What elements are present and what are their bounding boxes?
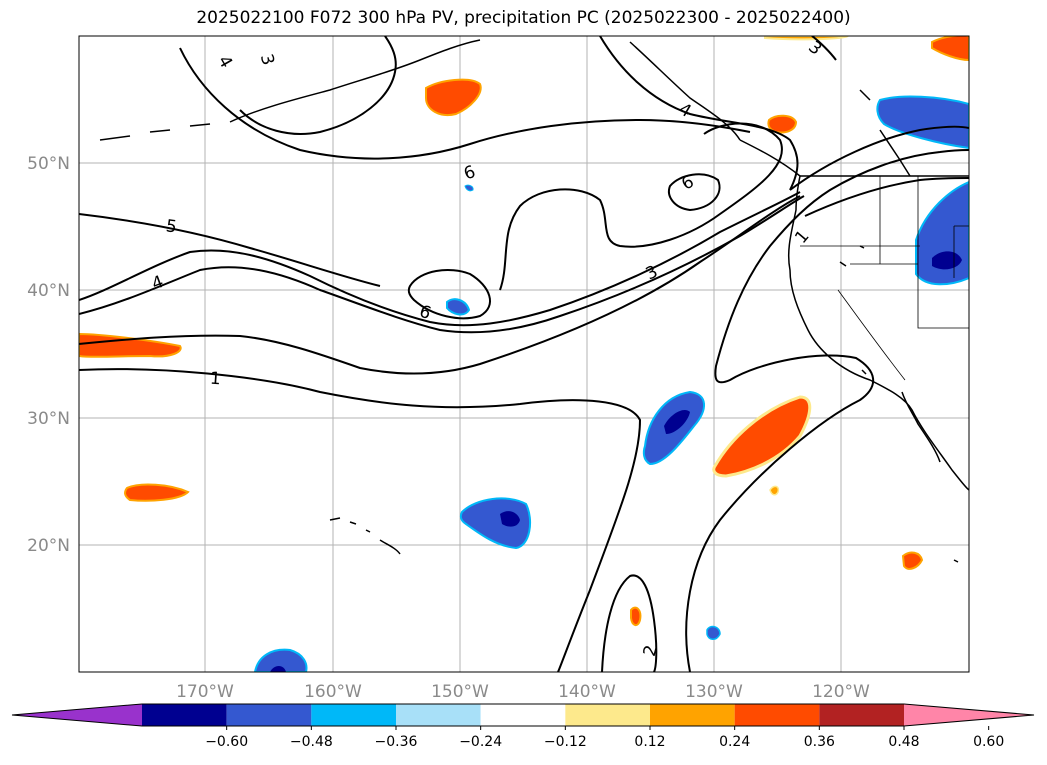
precip-positive-area [901,551,924,570]
lon-label: 160°W [304,682,362,702]
precip-positive-area [124,483,190,502]
map-frame [78,35,970,673]
colorbar-tick-label: −0.48 [290,734,333,750]
precip-negative-area [706,625,721,640]
contour-line [789,125,969,191]
colorbar-tick-label: 0.36 [804,734,835,750]
contour-label: 5 [165,216,179,237]
contour-line [179,47,751,160]
lat-label: 30°N [27,409,70,429]
precip-negative-area [932,251,962,270]
lat-label: 20°N [27,536,70,556]
precip-negative-area [459,497,532,550]
colorbar-segment [650,704,735,726]
state-borders [800,176,969,381]
precip-positive-area [425,78,482,116]
colorbar-tick-label: 0.48 [888,734,919,750]
colorbar-tick-label: −0.12 [544,734,587,750]
contour-line [407,269,491,320]
precip-negative-area [270,666,286,672]
longitude-labels: 170°W 160°W 150°W 140°W 130°W 120°W [176,682,870,702]
colorbar-segment [734,704,820,726]
map-background [79,36,969,672]
contour-line [239,36,397,135]
contour-line [499,122,783,291]
colorbar-outline [11,703,1035,727]
colorbar-tick-label: 0.24 [719,734,750,750]
colorbar-extend-high [904,704,1034,726]
colorbar: −0.60 −0.48 −0.36 −0.24 −0.12 0.12 0.24 0.36 0.4… [11,703,1035,750]
precip-positive-area [79,332,182,358]
colorbar-tick-label: −0.36 [375,734,418,750]
colorbar-tick-label: 0.12 [634,734,665,750]
colorbar-segment [142,704,227,726]
colorbar-segment [480,704,566,726]
contour-line [804,177,969,217]
colorbar-segment [565,704,650,726]
contour-line [79,213,381,287]
colorbar-extend-low [12,704,142,726]
colorbar-tick-label: −0.60 [205,734,248,750]
colorbar-tick-label: 0.60 [973,734,1004,750]
precip-positive-area [931,36,969,62]
pv-contours [79,36,969,672]
precip-negative-area [876,95,969,150]
precip-negative-area [664,409,690,434]
precip-positive-area [630,606,642,626]
contour-line [79,191,801,327]
precip-negative-area [500,511,520,527]
contour-line [685,149,969,672]
contour-label: 1 [209,369,221,390]
precip-positive-area [769,485,780,496]
contour-line [668,173,721,212]
precip-negative-area [446,298,471,316]
lat-label: 40°N [27,281,70,301]
colorbar-segment [311,704,396,726]
lat-label: 50°N [27,154,70,174]
contour-line [599,36,799,191]
lon-label: 130°W [685,682,743,702]
precip-positive-area [767,114,798,134]
colorbar-segment [226,704,312,726]
colorbar-tick-label: −0.24 [459,734,502,750]
precip-negative-area [253,648,308,672]
latitude-labels: 50°N 40°N 30°N 20°N [27,154,70,556]
colorbar-segment [396,704,481,726]
precip-negative-area [464,184,474,192]
map-title: 2025022100 F072 300 hPa PV, precipitatio… [196,8,851,28]
lon-label: 140°W [558,682,616,702]
contour-line [79,195,805,334]
lon-label: 170°W [176,682,234,702]
precip-positive-area [712,395,812,478]
contour-line [79,368,642,672]
contour-line [811,36,837,61]
lon-label: 120°W [812,682,870,702]
precip-shading [79,36,969,672]
contour-label: 2 [640,643,662,659]
colorbar-segment [819,704,904,726]
lon-label: 150°W [431,682,489,702]
contour-line [79,195,801,375]
contour-label: 3 [256,52,278,68]
contour-line [601,574,658,672]
coastlines [99,39,969,563]
